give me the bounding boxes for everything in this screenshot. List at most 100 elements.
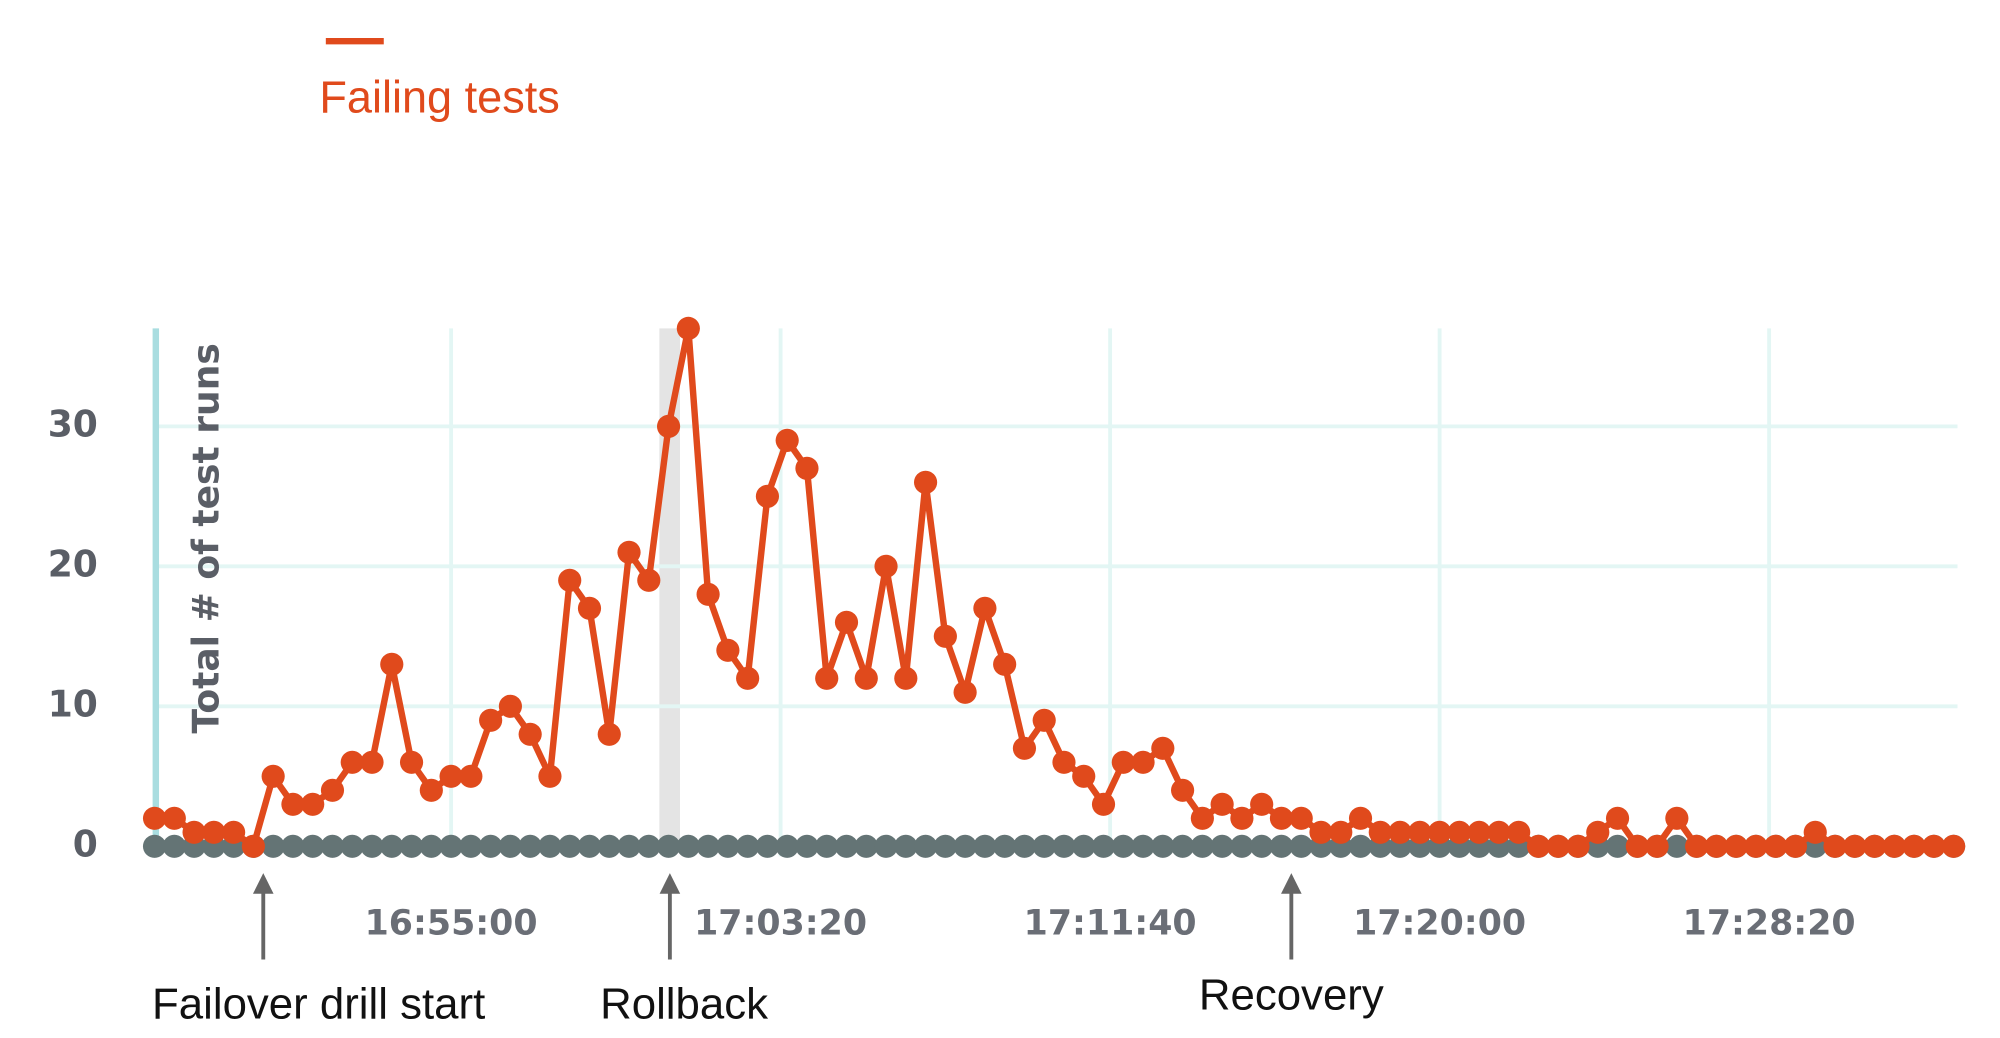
- point: [1032, 834, 1056, 858]
- point: [894, 666, 918, 690]
- annotation-arrowhead: [659, 873, 681, 894]
- point: [874, 554, 898, 578]
- point: [1151, 736, 1175, 760]
- point: [973, 834, 997, 858]
- point: [637, 834, 661, 858]
- point: [1269, 834, 1294, 858]
- point: [1586, 820, 1610, 844]
- point: [1408, 820, 1432, 844]
- point: [1269, 806, 1294, 830]
- point: [637, 568, 661, 592]
- point: [597, 722, 621, 746]
- point: [301, 834, 325, 858]
- point: [1526, 834, 1551, 858]
- point: [1605, 806, 1630, 830]
- point: [834, 834, 859, 858]
- point: [894, 834, 918, 858]
- point: [577, 834, 602, 858]
- point: [696, 582, 720, 606]
- point: [1665, 834, 1689, 858]
- point: [261, 834, 285, 858]
- point: [1823, 834, 1847, 858]
- point: [479, 834, 503, 858]
- point: [676, 834, 700, 858]
- annotation-arrowhead: [252, 873, 274, 894]
- point: [1467, 820, 1491, 844]
- point: [953, 834, 977, 858]
- point: [1289, 806, 1313, 830]
- point: [1625, 834, 1649, 858]
- point: [1230, 806, 1254, 830]
- point: [696, 834, 720, 858]
- point: [538, 834, 562, 858]
- y-axis-label: Total # of test runs: [186, 343, 228, 733]
- point: [360, 750, 384, 774]
- point: [320, 834, 345, 858]
- point: [459, 834, 483, 858]
- point: [1190, 806, 1214, 830]
- series-line: [154, 325, 1954, 850]
- point: [340, 834, 364, 858]
- point: [360, 834, 384, 858]
- point: [795, 456, 819, 480]
- point: [1052, 750, 1076, 774]
- point: [281, 834, 305, 858]
- point: [1685, 834, 1709, 858]
- y-tick-label: 10: [48, 683, 98, 725]
- point: [1052, 834, 1076, 858]
- point: [716, 638, 740, 662]
- point: [380, 834, 404, 858]
- point: [1783, 834, 1808, 858]
- annotation-arrowhead: [1281, 873, 1302, 894]
- point: [261, 764, 285, 788]
- point: [301, 792, 325, 816]
- point: [1151, 834, 1175, 858]
- point: [755, 834, 780, 858]
- point: [1546, 834, 1570, 858]
- point: [1368, 820, 1392, 844]
- point: [1348, 806, 1373, 830]
- point: [399, 750, 424, 774]
- point: [1210, 792, 1234, 816]
- point: [1091, 792, 1116, 816]
- y-tick-label: 20: [48, 543, 98, 585]
- point: [815, 834, 839, 858]
- point: [1250, 792, 1274, 816]
- point: [716, 834, 740, 858]
- point: [913, 470, 938, 494]
- annotation-text: Failover drill start: [152, 980, 485, 1029]
- point: [1744, 834, 1768, 858]
- point: [973, 596, 997, 620]
- point: [736, 834, 760, 858]
- point: [380, 652, 404, 676]
- point: [1605, 834, 1630, 858]
- point: [439, 834, 463, 858]
- point: [1131, 750, 1155, 774]
- point: [558, 834, 582, 858]
- point: [1724, 834, 1748, 858]
- point: [1704, 834, 1728, 858]
- point: [222, 820, 246, 844]
- point: [676, 316, 700, 340]
- point: [795, 834, 819, 858]
- point: [597, 834, 621, 858]
- point: [854, 834, 878, 858]
- x-tick-label: 17:28:20: [1683, 904, 1856, 944]
- point: [1171, 778, 1195, 802]
- point: [617, 540, 641, 564]
- point: [1645, 834, 1669, 858]
- point: [1289, 834, 1313, 858]
- point: [815, 666, 839, 690]
- point: [1111, 750, 1135, 774]
- y-tick-label: 0: [73, 823, 98, 865]
- point: [558, 568, 582, 592]
- point: [1447, 820, 1471, 844]
- point: [656, 414, 681, 438]
- annotation-text: Rollback: [600, 980, 768, 1029]
- point: [834, 610, 859, 634]
- point: [439, 764, 463, 788]
- point: [538, 764, 562, 788]
- point: [1882, 834, 1906, 858]
- x-tick-label: 16:55:00: [365, 904, 538, 944]
